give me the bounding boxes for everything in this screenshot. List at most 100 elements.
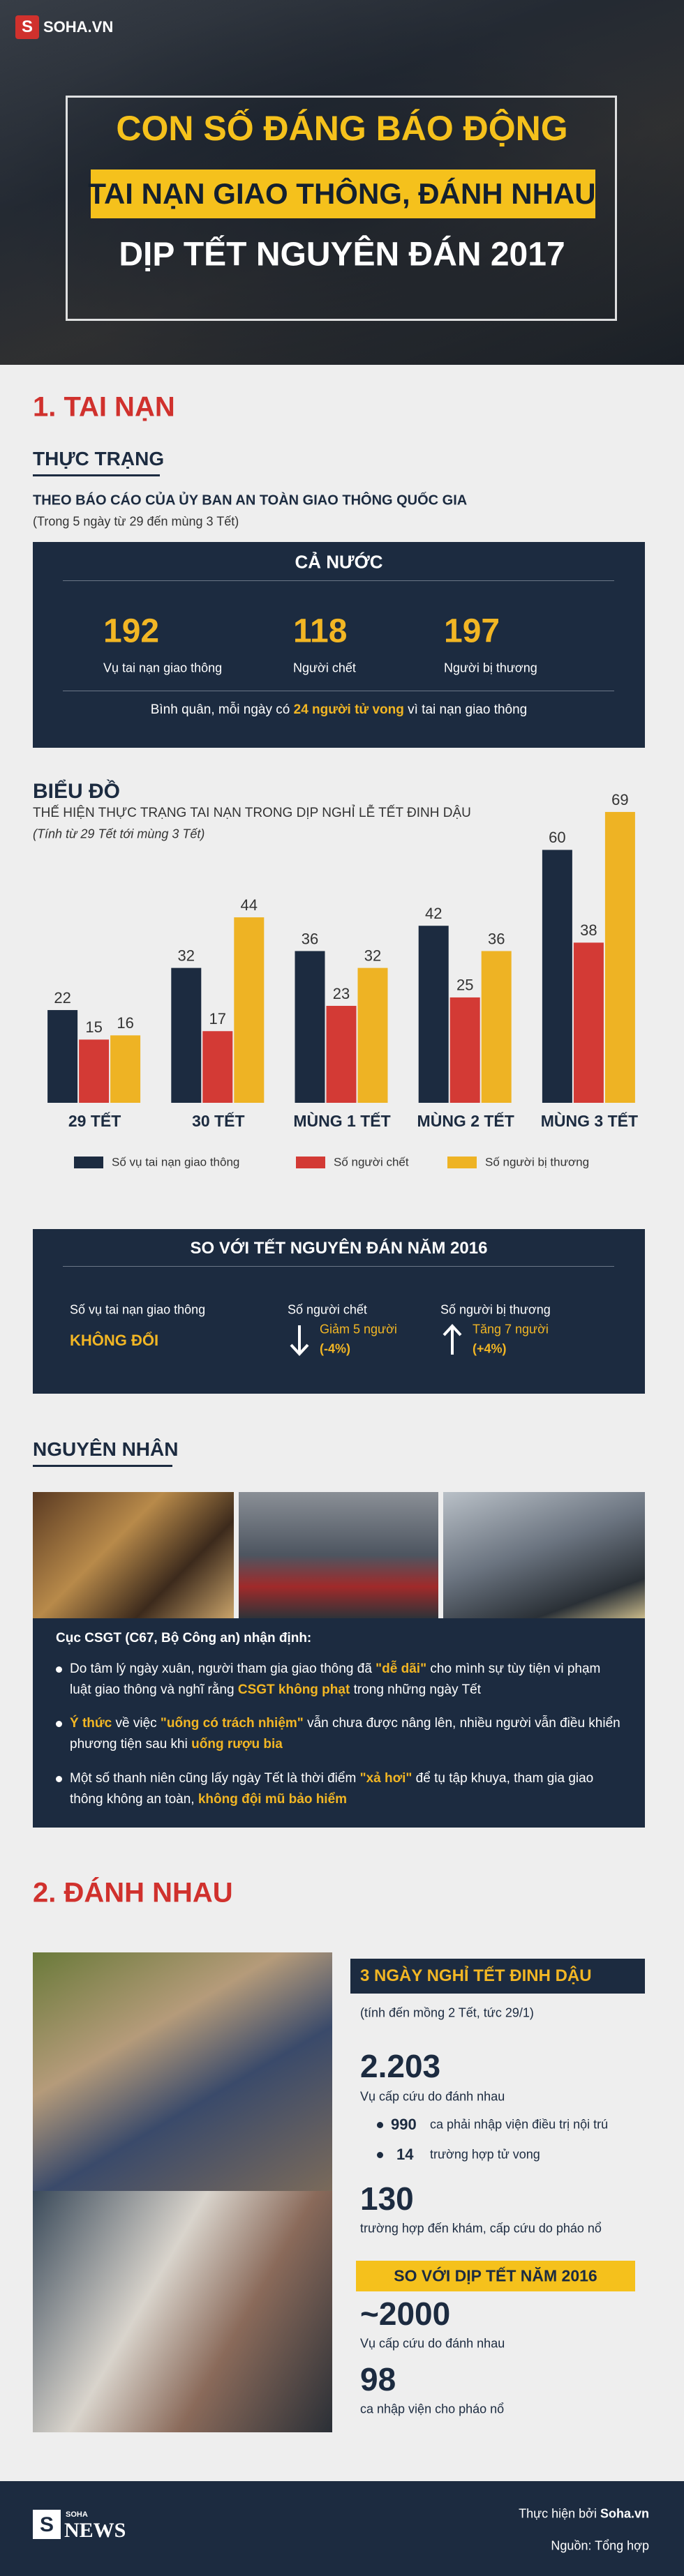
stats-note: Bình quân, mỗi ngày có 24 người tử vong …: [33, 702, 645, 718]
highlight-text: Ý thức: [70, 1716, 112, 1731]
text: vì tai nạn giao thông: [403, 702, 528, 717]
bar: [604, 812, 635, 1103]
credit-site: Soha.vn: [600, 2506, 649, 2521]
value-label: 17: [209, 1010, 226, 1027]
bullet: [56, 1776, 62, 1782]
chart: 29 TẾT 22 15 16 30 TẾT 32 17 44 MÙNG 1 TẾT 36 23 32…: [47, 791, 638, 1168]
bar: [481, 951, 512, 1103]
section-heading: 1. TAI NẠN: [33, 391, 175, 423]
highlight-text: 24 người tử vong: [293, 702, 404, 717]
x-tick-label: MÙNG 2 TẾT: [417, 1111, 514, 1130]
photo: [33, 1952, 332, 2191]
value-label: 16: [117, 1014, 133, 1032]
cause: Do tâm lý ngày xuân, người tham gia giao…: [70, 1659, 621, 1701]
x-tick-label: MÙNG 1 TẾT: [293, 1111, 390, 1130]
x-tick-label: 29 TẾT: [68, 1111, 121, 1130]
legend-swatch: [296, 1157, 325, 1168]
value-label: 32: [364, 947, 381, 964]
number-label: Vụ cấp cứu do đánh nhau: [360, 2089, 505, 2104]
comparison-label: Số người chết: [288, 1302, 367, 1317]
photo: [239, 1492, 438, 1618]
arrow-shape: [290, 1325, 309, 1356]
value-label: 25: [456, 977, 473, 994]
highlight-text: uống rượu bia: [191, 1737, 283, 1752]
divider: [63, 580, 614, 581]
footer-logo-box: [33, 2510, 61, 2539]
stat-label: Vụ tai nạn giao thông: [103, 661, 223, 675]
breakdown-value: 14: [396, 2146, 414, 2163]
comparison-change: Tăng 7 người: [473, 1322, 549, 1336]
value-label: 23: [333, 985, 350, 1002]
stat-value: 197: [444, 612, 500, 650]
stat-label: Người chết: [293, 661, 356, 675]
bullet: [377, 2152, 383, 2158]
bar: [542, 850, 572, 1103]
causes-box: [33, 1618, 645, 1828]
value-label: 38: [580, 921, 597, 939]
causes-intro: Cục CSGT (C67, Bộ Công an) nhận định:: [56, 1631, 312, 1645]
comparison-label: Số người bị thương: [440, 1302, 551, 1317]
x-tick-label: 30 TẾT: [192, 1111, 244, 1130]
highlight-text: "xả hơi": [359, 1771, 412, 1786]
big-number: 2.203: [360, 2048, 441, 2084]
bullet: [56, 1666, 62, 1673]
chart-subtitle: THẾ HIỆN THỰC TRẠNG TAI NẠN TRONG DỊP NG…: [33, 806, 471, 820]
cause: Ý thức về việc "uống có trách nhiệm" vẫn…: [70, 1713, 621, 1755]
subtitle: DỊP TẾT NGUYÊN ĐÁN 2017: [119, 236, 565, 273]
bar: [202, 1031, 233, 1103]
trend-arrow: [290, 1325, 309, 1356]
text: để tụ tập khuya, tham gia giao thông khô…: [70, 1771, 594, 1807]
comparison-change: Giảm 5 người: [320, 1322, 397, 1336]
value-label: 42: [425, 905, 442, 922]
title: CON SỐ ĐÁNG BÁO ĐỘNG: [116, 109, 568, 148]
bar: [110, 1035, 141, 1103]
period: (Trong 5 ngày từ 29 đến mùng 3 Tết): [33, 514, 239, 529]
underline: [33, 1465, 172, 1467]
chart-title: BIỂU ĐỒ: [33, 780, 121, 803]
bar: [47, 1010, 78, 1103]
footer: [0, 2481, 684, 2576]
comparison-title: SO VỚI TẾT NGUYÊN ĐÁN NĂM 2016: [190, 1239, 488, 1258]
footer-logo: SOHA: [66, 2510, 88, 2519]
arrow-shape: [443, 1324, 462, 1355]
legend-label: Số người chết: [334, 1155, 409, 1168]
legend-label: Số người bị thương: [485, 1155, 589, 1168]
comparison-label: Số vụ tai nạn giao thông: [70, 1302, 206, 1317]
highlight-text: "dễ dãi": [376, 1662, 427, 1676]
comparison-band: [356, 2261, 635, 2291]
bullet: [56, 1721, 62, 1727]
big-number: ~2000: [360, 2296, 451, 2332]
comparison-change: KHÔNG ĐỔI: [70, 1332, 159, 1349]
stats-box: [33, 542, 645, 748]
x-tick-label: MÙNG 3 TẾT: [541, 1111, 638, 1130]
number-label: trường hợp đến khám, cấp cứu do pháo nổ: [360, 2221, 602, 2236]
stats-title: CẢ NƯỚC: [295, 551, 383, 573]
text: Do tâm lý ngày xuân, người tham gia giao…: [70, 1662, 376, 1676]
bullet: [377, 2122, 383, 2128]
highlight-text: không đội mũ bảo hiểm: [198, 1792, 348, 1807]
period-box: [350, 1959, 645, 1994]
period-note: (tính đến mồng 2 Tết, tức 29/1): [360, 2005, 534, 2020]
bar: [79, 1039, 110, 1103]
photo: [33, 1492, 234, 1618]
divider: [63, 1266, 614, 1267]
legend-swatch: [447, 1157, 477, 1168]
value-label: 44: [241, 896, 258, 914]
trend-arrow: [443, 1324, 462, 1355]
legend-label: Số vụ tai nạn giao thông: [112, 1155, 239, 1168]
big-number: 98: [360, 2361, 396, 2397]
chart-note: (Tính từ 29 Tết tới mùng 3 Tết): [33, 827, 205, 841]
breakdown-value: 990: [391, 2116, 417, 2133]
logo-mark: S: [21, 17, 33, 36]
subtitle-band: [91, 170, 595, 218]
comparison-percent: (-4%): [320, 1341, 350, 1356]
bar: [357, 967, 388, 1103]
breakdown-label: ca phải nhập viện điều trị nội trú: [430, 2117, 609, 2132]
value-label: 36: [488, 930, 505, 947]
text: vẫn chưa được nâng lên, nhiều người vẫn …: [70, 1716, 620, 1752]
stat-value: 118: [293, 612, 348, 650]
text: trong những ngày Tết: [350, 1682, 482, 1697]
photo: [33, 2191, 332, 2432]
logo-mark-box: [15, 15, 39, 39]
credit: Thực hiện bởi Soha.vn: [519, 2507, 649, 2522]
